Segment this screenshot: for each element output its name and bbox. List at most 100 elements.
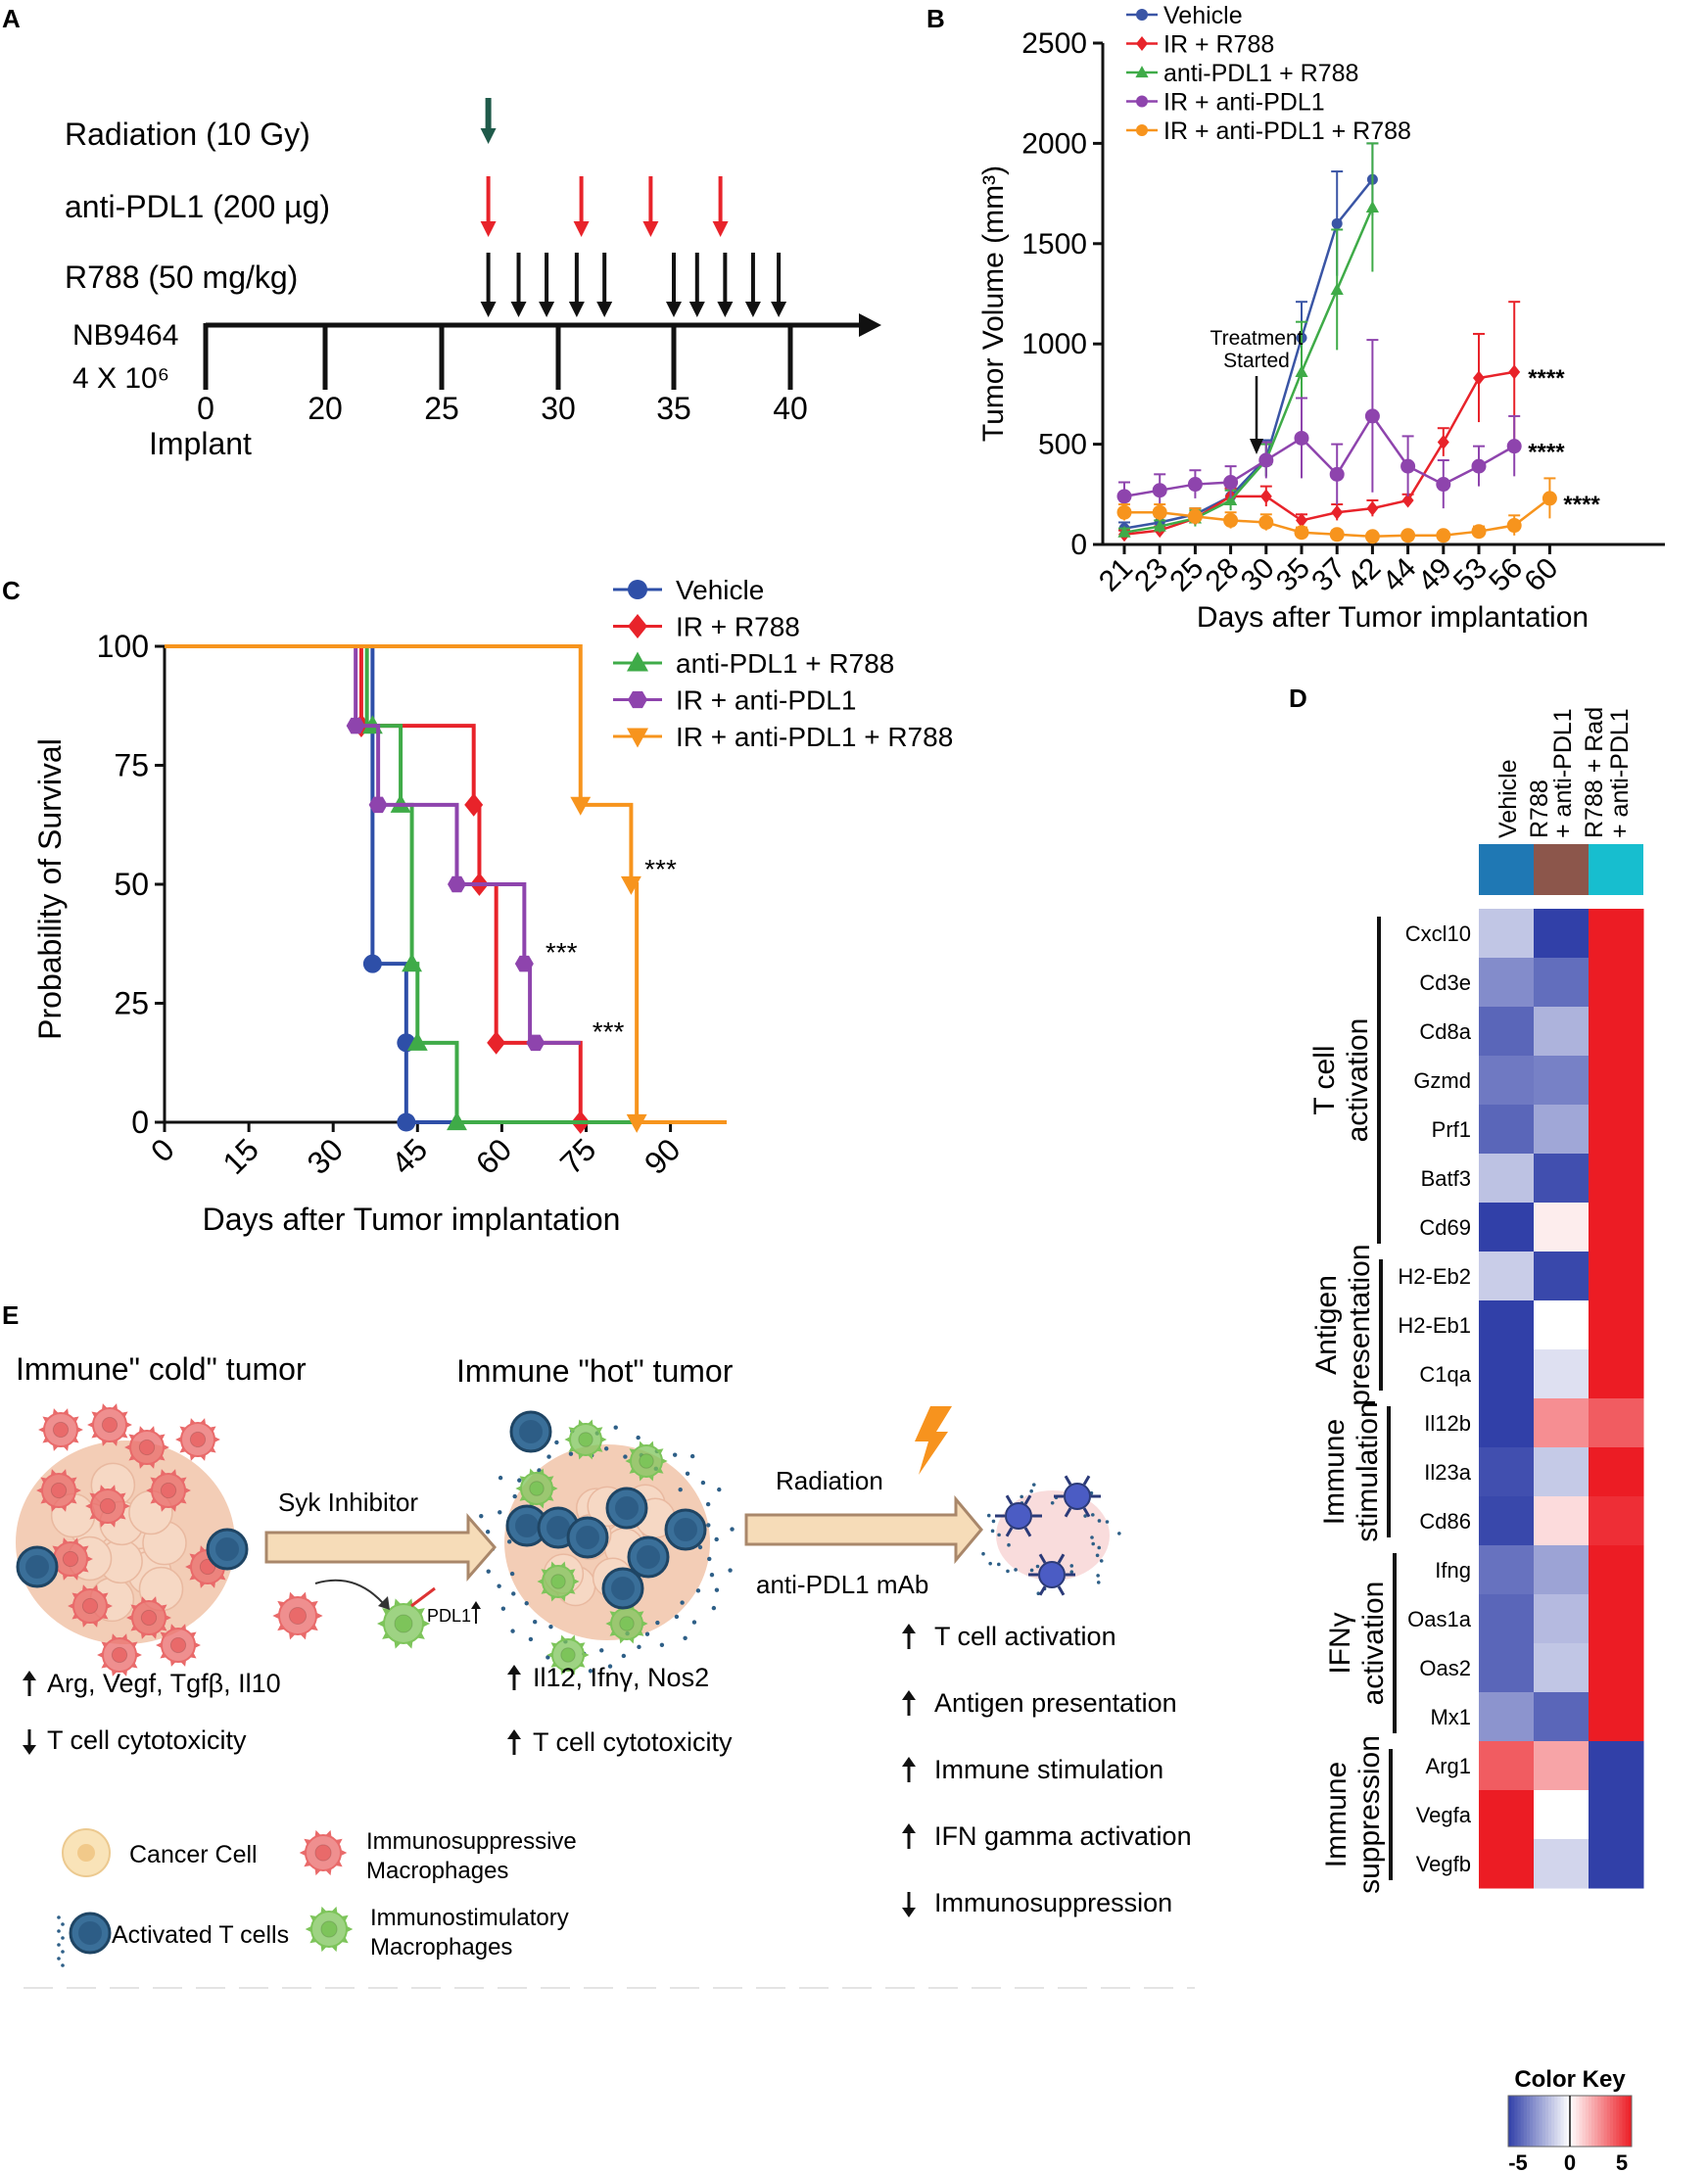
activated-t-cell (1054, 1475, 1101, 1518)
chart-c-legend: Vehicle IR + R788 anti-PDL1 + R788 IR + ant… (613, 575, 953, 752)
color-key-gradient-step (1514, 2096, 1518, 2147)
suppressive-macrophage (85, 1485, 130, 1528)
suppressive-macrophage-spike (315, 1612, 323, 1620)
chart-c-series (165, 644, 727, 1134)
stimulatory-macrophage-spike (625, 1458, 632, 1464)
heatmap-row-label: H2-Eb1 (1398, 1313, 1471, 1338)
chart-b-y-tick-label: 2500 (1021, 27, 1087, 60)
chart-c-censor-marker (526, 1034, 546, 1052)
cytokine-dot (1095, 1553, 1100, 1558)
heatmap-cell (1589, 1447, 1644, 1497)
cytokine-dot (621, 1653, 627, 1659)
chart-b-point (1506, 518, 1522, 534)
cytokine-dot (498, 1510, 502, 1515)
panel-a-letter: A (2, 4, 21, 33)
effect-arrow-head (902, 1757, 916, 1767)
treatment-annotation-line1: Treatment (1210, 327, 1304, 350)
cytokine-dot (1006, 1569, 1010, 1574)
chart-c-step-line (165, 644, 727, 1124)
cytokine-dot (689, 1453, 695, 1459)
cytokine-dot (674, 1614, 680, 1620)
suppressive-macrophage (156, 1624, 201, 1667)
chart-b-point (1295, 364, 1308, 377)
cold-tumor-illustration (16, 1403, 436, 1677)
heatmap-cell (1479, 1105, 1535, 1155)
final-effect-text: Immune stimulation (934, 1755, 1163, 1784)
t-cell (605, 1487, 648, 1530)
stimulatory-macrophage (546, 1634, 590, 1676)
chart-b-y-tick-label: 1000 (1021, 328, 1087, 360)
suppressive-macrophage-legend-icon-spike (299, 1849, 307, 1857)
color-key-tick-label: 5 (1616, 2150, 1628, 2173)
cytokine-dot (636, 1435, 640, 1441)
suppressive-macrophage-nucleus (160, 1482, 177, 1499)
heatmap-cell (1479, 1692, 1535, 1742)
cytokine-dot (1091, 1541, 1096, 1546)
chart-c-series-0 (165, 644, 727, 1132)
suppressive-macrophage-legend-icon-spike (304, 1838, 311, 1846)
cytokine-dot (57, 1915, 61, 1919)
heatmap-row-label: Mx1 (1430, 1705, 1471, 1729)
stimulatory-macrophage-legend-icon-spike (346, 1925, 354, 1933)
chart-b-point (1436, 528, 1451, 543)
t-cell-legend-label: Activated T cells (112, 1921, 289, 1949)
stimulatory-macrophage-spike (573, 1579, 580, 1584)
heatmap-cell (1534, 1839, 1589, 1889)
cell-type-legend: Cancer Cell Immunosuppressive Macrophages A… (57, 1828, 577, 1967)
chart-b-legend-label: anti-PDL1 + R788 (1163, 60, 1358, 87)
cytokine-dot (1029, 1488, 1033, 1493)
radiation-bolt-icon (915, 1406, 952, 1475)
t-cell-receptor (1023, 1527, 1032, 1537)
cytokine-dot (568, 1451, 574, 1456)
chart-b-point (1436, 477, 1451, 493)
t-cell-nucleus (611, 1577, 635, 1600)
syk-inhibitor-arrow (264, 1512, 497, 1583)
cytokine-dot (500, 1606, 506, 1611)
chart-b-line (1123, 207, 1374, 534)
chart-c-sig-label: *** (644, 854, 677, 884)
t-cell-receptor (1057, 1585, 1066, 1596)
treatment-annotation-arrowhead (1250, 439, 1263, 454)
stimulatory-macrophage-spike (546, 1652, 553, 1658)
stimulatory-macrophage-spike (661, 1458, 668, 1464)
chart-b-point (1365, 201, 1379, 213)
dose-arrow-head (480, 302, 497, 317)
heatmap-cell (1479, 1741, 1535, 1791)
cytokine-dot (588, 1669, 593, 1674)
stimulatory-macrophage (564, 1419, 607, 1460)
chart-c-censor-marker (626, 1113, 647, 1133)
radiation-arrow-label: Radiation (776, 1466, 883, 1495)
chart-b-point (1258, 452, 1274, 468)
chart-b-xlabel: Days after Tumor implantation (1197, 601, 1589, 634)
chart-b-point (1116, 489, 1132, 504)
chart-c-censor-marker (362, 954, 382, 973)
heatmap-cell (1479, 1349, 1535, 1399)
stimulatory-macrophage-legend-icon-spike (341, 1936, 349, 1944)
heatmap-column-colorbar (1534, 844, 1589, 895)
chart-b-y-tick-label: 500 (1038, 429, 1087, 461)
color-key-gradient-step (1563, 2096, 1568, 2147)
cytokine-dot (498, 1475, 503, 1481)
panel-d-heatmap: D Vehicle R788+ anti-PDL1 R788 + Rad+ anti… (1289, 684, 1644, 2173)
heatmap: Vehicle R788+ anti-PDL1 R788 + Rad+ anti-P… (1308, 707, 1644, 1894)
heatmap-row-label: Oas1a (1407, 1607, 1472, 1631)
suppressive-macrophage-spike (310, 1600, 318, 1608)
cytokine-dot (988, 1561, 992, 1566)
heatmap-row-label: Batf3 (1421, 1166, 1471, 1191)
suppressive-macrophage-nucleus (62, 1550, 79, 1568)
heatmap-group-label: Immune (1320, 1762, 1352, 1867)
suppressive-macrophage-nucleus (138, 1439, 156, 1456)
heatmap-column-label: R788 + Rad (1581, 707, 1608, 838)
t-cell-nucleus (25, 1555, 49, 1579)
suppressive-macrophage-spike (125, 1421, 132, 1429)
chart-c-legend-label: anti-PDL1 + R788 (676, 648, 894, 679)
color-key-gradient-step (1594, 2096, 1598, 2147)
cold-effect-text: T cell cytotoxicity (47, 1725, 247, 1755)
chart-c-censor-marker (514, 955, 534, 972)
hot-tumor-title: Immune "hot" tumor (456, 1353, 734, 1389)
color-key-gradient-step (1539, 2096, 1543, 2147)
cytokine-dot (1020, 1494, 1023, 1499)
color-key-gradient-step (1628, 2096, 1633, 2147)
stimulatory-macrophage (515, 1468, 558, 1509)
